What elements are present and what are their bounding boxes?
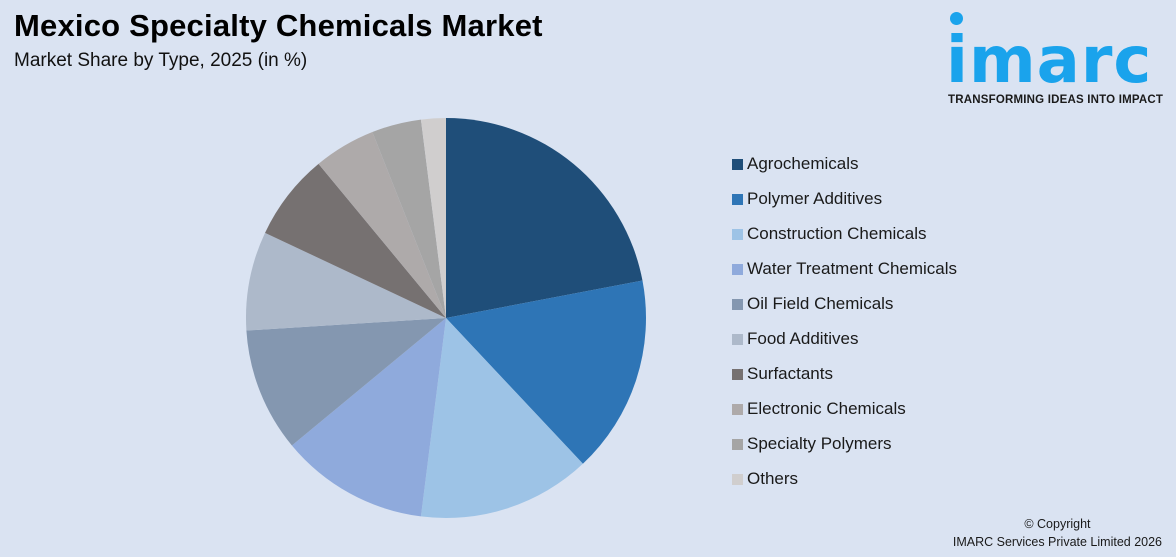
pie-slice-food-additives <box>245 232 446 331</box>
legend-item-construction-chemicals: Construction Chemicals <box>732 216 957 251</box>
legend-label: Construction Chemicals <box>747 223 927 243</box>
legend-label: Food Additives <box>747 329 859 349</box>
pie-slice-polymer-additives <box>446 280 646 464</box>
pie-slice-others <box>420 118 446 318</box>
legend-item-agrochemicals: Agrochemicals <box>732 146 957 181</box>
copyright-notice: © Copyright IMARC Services Private Limit… <box>953 515 1162 551</box>
legend-swatch <box>732 474 743 486</box>
legend-swatch <box>732 228 743 240</box>
logo-tagline: TRANSFORMING IDEAS INTO IMPACT <box>948 94 1164 106</box>
pie-slice-surfactants <box>265 163 446 318</box>
legend-swatch <box>732 334 743 346</box>
chart-title: Mexico Specialty Chemicals Market <box>14 8 543 43</box>
legend-swatch <box>732 193 743 205</box>
copyright-company: IMARC Services Private Limited 2026 <box>952 535 1162 549</box>
legend-swatch <box>732 263 743 275</box>
legend-label: Electronic Chemicals <box>747 399 906 419</box>
pie-slice-specialty-polymers <box>372 119 446 318</box>
pie-slices <box>245 118 646 518</box>
legend-swatch <box>732 298 743 310</box>
pie-slice-construction-chemicals <box>420 318 583 518</box>
legend-item-polymer-additives: Polymer Additives <box>732 181 957 216</box>
logo-dot-icon <box>950 12 963 25</box>
legend-label: Specialty Polymers <box>747 434 892 454</box>
imarc-logo: imarc TRANSFORMING IDEAS INTO IMPACT <box>946 10 1172 110</box>
legend-item-electronic-chemicals: Electronic Chemicals <box>732 392 957 427</box>
chart-legend: Agrochemicals Polymer Additives Construc… <box>732 146 957 497</box>
legend-item-specialty-polymers: Specialty Polymers <box>732 427 957 462</box>
legend-item-oil-field-chemicals: Oil Field Chemicals <box>732 286 957 321</box>
pie-slice-water-treatment-chemicals <box>291 318 446 517</box>
legend-label: Others <box>747 469 799 489</box>
legend-label: Agrochemicals <box>747 153 859 173</box>
chart-subtitle: Market Share by Type, 2025 (in %) <box>14 50 308 71</box>
legend-label: Oil Field Chemicals <box>747 293 894 313</box>
copyright-line: © Copyright <box>1024 517 1091 531</box>
legend-item-others: Others <box>732 462 957 497</box>
legend-swatch <box>732 439 743 451</box>
pie-slice-agrochemicals <box>446 118 643 318</box>
legend-label: Water Treatment Chemicals <box>747 258 958 278</box>
legend-item-food-additives: Food Additives <box>732 321 957 356</box>
legend-label: Polymer Additives <box>747 188 883 208</box>
pie-slice-electronic-chemicals <box>318 132 446 318</box>
legend-item-water-treatment-chemicals: Water Treatment Chemicals <box>732 251 957 286</box>
legend-swatch <box>732 404 743 416</box>
logo-wordmark: imarc <box>946 24 1153 98</box>
legend-item-surfactants: Surfactants <box>732 357 957 392</box>
legend-swatch <box>732 369 743 381</box>
pie-slice-oil-field-chemicals <box>246 318 446 446</box>
legend-swatch <box>732 158 743 170</box>
legend-label: Surfactants <box>747 364 833 384</box>
